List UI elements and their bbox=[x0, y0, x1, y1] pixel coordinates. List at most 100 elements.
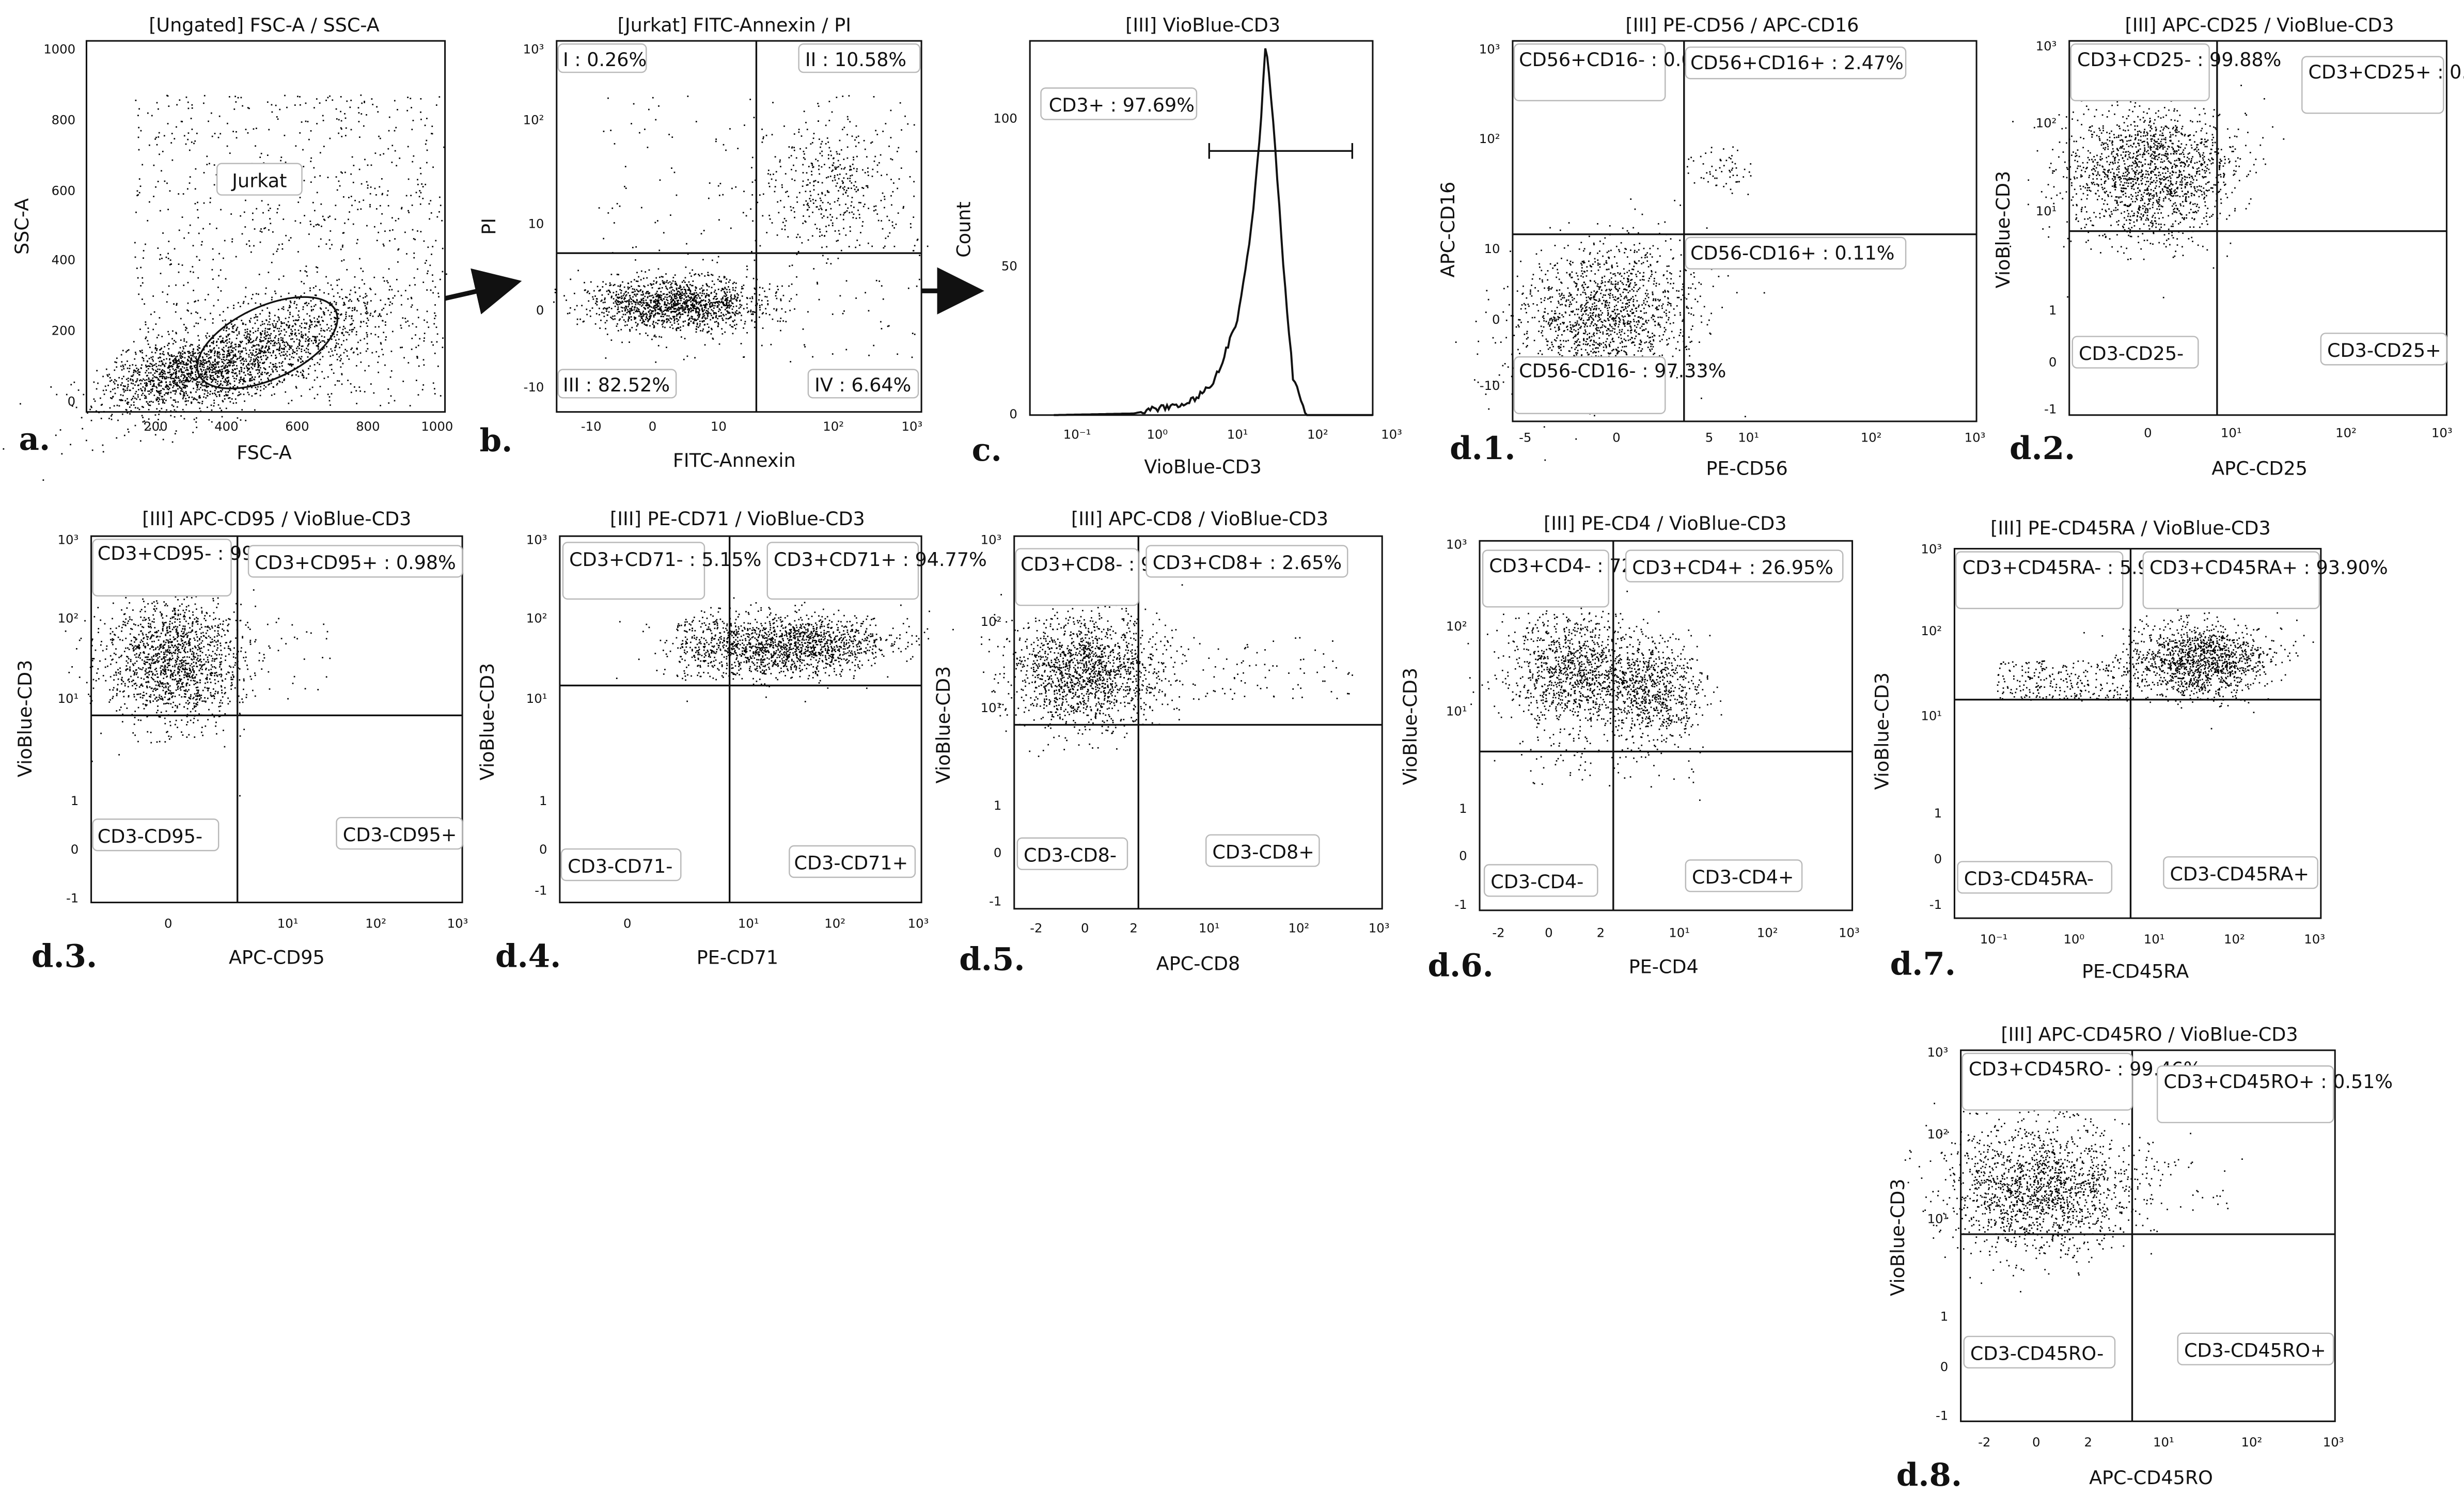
event-dot bbox=[152, 365, 154, 366]
event-dot bbox=[196, 256, 198, 258]
event-dot bbox=[314, 210, 316, 211]
event-dot bbox=[162, 363, 164, 364]
event-dot bbox=[214, 353, 215, 354]
event-dot bbox=[139, 409, 140, 411]
event-dot bbox=[192, 129, 193, 130]
event-dot bbox=[677, 309, 678, 311]
event-dot bbox=[134, 398, 136, 399]
event-dot bbox=[676, 293, 677, 295]
event-dot bbox=[858, 142, 859, 144]
event-dot bbox=[684, 304, 686, 305]
event-dot bbox=[807, 129, 808, 130]
event-dot bbox=[211, 421, 213, 423]
event-dot bbox=[649, 309, 651, 311]
event-dot bbox=[617, 313, 618, 314]
event-dot bbox=[252, 341, 254, 342]
event-dot bbox=[693, 323, 695, 324]
event-dot bbox=[706, 310, 708, 311]
event-dot bbox=[156, 350, 158, 351]
event-dot bbox=[656, 281, 657, 282]
event-dot bbox=[829, 120, 830, 121]
event-dot bbox=[241, 363, 242, 364]
event-dot bbox=[317, 224, 319, 225]
event-dot bbox=[360, 322, 362, 323]
event-dot bbox=[881, 175, 882, 176]
event-dot bbox=[437, 366, 439, 367]
event-dot bbox=[179, 370, 180, 372]
event-dot bbox=[317, 362, 318, 364]
event-dot bbox=[360, 113, 362, 115]
event-dot bbox=[308, 303, 309, 304]
event-dot bbox=[132, 387, 134, 389]
event-dot bbox=[168, 241, 169, 242]
event-dot bbox=[631, 281, 632, 282]
event-dot bbox=[138, 293, 139, 295]
event-dot bbox=[855, 247, 856, 248]
event-dot bbox=[265, 369, 266, 370]
event-dot bbox=[367, 336, 368, 338]
event-dot bbox=[256, 393, 257, 395]
event-dot bbox=[354, 327, 355, 328]
event-dot bbox=[205, 397, 207, 399]
event-dot bbox=[207, 368, 208, 369]
event-dot bbox=[698, 311, 700, 313]
event-dot bbox=[162, 353, 164, 355]
event-dot bbox=[329, 248, 331, 249]
event-dot bbox=[284, 322, 285, 324]
event-dot bbox=[322, 340, 323, 342]
event-dot bbox=[259, 349, 260, 350]
event-dot bbox=[715, 302, 716, 303]
event-dot bbox=[350, 290, 352, 291]
event-dot bbox=[715, 317, 717, 318]
event-dot bbox=[335, 339, 337, 341]
event-dot bbox=[775, 292, 777, 294]
event-dot bbox=[366, 295, 368, 296]
event-dot bbox=[331, 325, 332, 327]
event-dot bbox=[806, 184, 808, 186]
event-dot bbox=[153, 395, 155, 396]
event-dot bbox=[734, 324, 735, 326]
event-dot bbox=[856, 186, 857, 188]
event-dot bbox=[320, 359, 321, 360]
event-dot bbox=[81, 417, 83, 418]
event-dot bbox=[387, 195, 388, 196]
event-dot bbox=[597, 286, 599, 288]
event-dot bbox=[669, 287, 671, 289]
event-dot bbox=[324, 336, 325, 338]
event-dot bbox=[145, 372, 146, 373]
event-dot bbox=[819, 138, 820, 140]
event-dot bbox=[819, 174, 820, 175]
event-dot bbox=[289, 345, 291, 347]
event-dot bbox=[181, 356, 183, 357]
event-dot bbox=[867, 187, 869, 188]
event-dot bbox=[830, 219, 832, 221]
event-dot bbox=[255, 302, 257, 304]
event-dot bbox=[654, 314, 656, 316]
event-dot bbox=[416, 326, 417, 328]
event-dot bbox=[642, 319, 644, 321]
event-dot bbox=[187, 381, 189, 383]
event-dot bbox=[637, 308, 639, 310]
event-dot bbox=[432, 274, 433, 276]
event-dot bbox=[693, 321, 695, 323]
event-dot bbox=[140, 383, 142, 385]
event-dot bbox=[295, 307, 297, 309]
event-dot bbox=[638, 276, 639, 278]
event-dot bbox=[360, 352, 362, 354]
event-dot bbox=[343, 196, 344, 198]
event-dot bbox=[741, 286, 743, 288]
event-dot bbox=[312, 387, 313, 388]
event-dot bbox=[857, 210, 859, 211]
event-dot bbox=[308, 343, 310, 344]
event-dot bbox=[310, 300, 312, 302]
event-dot bbox=[809, 191, 811, 192]
event-dot bbox=[111, 415, 112, 417]
event-dot bbox=[812, 165, 813, 166]
event-dot bbox=[225, 391, 227, 393]
event-dot bbox=[202, 401, 203, 402]
event-dot bbox=[730, 317, 732, 318]
event-dot bbox=[839, 204, 840, 206]
event-dot bbox=[175, 359, 177, 360]
event-dot bbox=[158, 391, 160, 392]
event-dot bbox=[856, 170, 857, 172]
